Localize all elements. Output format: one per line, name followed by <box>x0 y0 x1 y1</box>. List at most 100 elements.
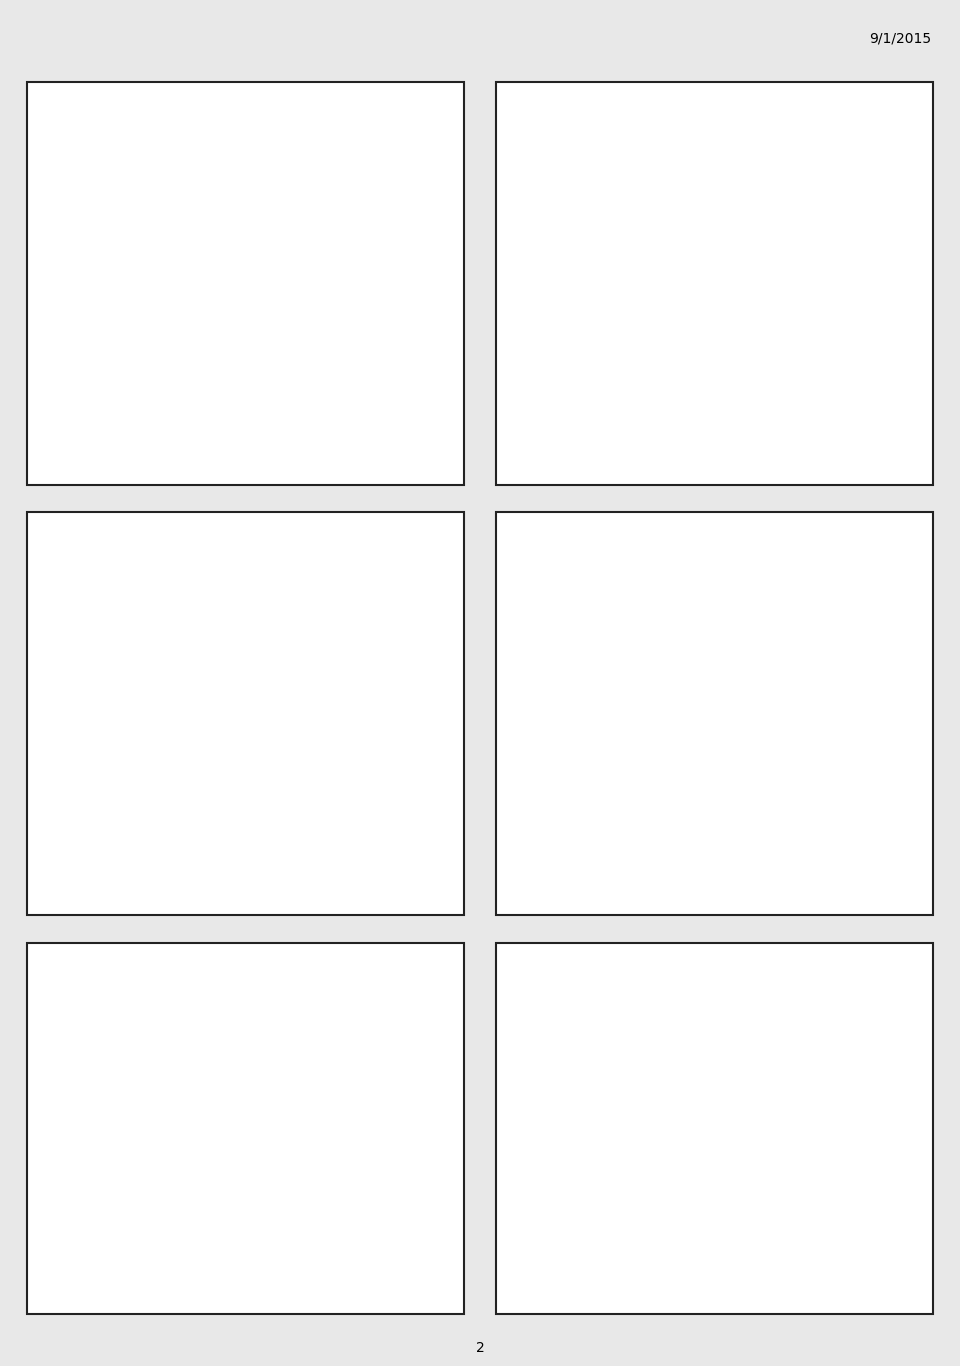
FancyBboxPatch shape <box>757 1075 900 1130</box>
Text: Projektet kommer att drivas enligt projektmodellen LIPS: Projektet kommer att drivas enligt proje… <box>89 525 401 534</box>
Text: BP1: BP1 <box>703 1035 723 1046</box>
FancyBboxPatch shape <box>508 1019 589 1063</box>
FancyBboxPatch shape <box>507 967 923 1011</box>
Text: Stor nytta av Datortekniken!: Stor nytta av Datortekniken! <box>593 419 836 437</box>
FancyBboxPatch shape <box>37 534 147 598</box>
FancyBboxPatch shape <box>344 534 453 598</box>
Text: Support:: Support: <box>510 1106 564 1116</box>
Text: • Beställare: • Beställare <box>510 1184 571 1194</box>
Polygon shape <box>432 635 443 647</box>
Text: 2h: 2h <box>854 665 871 679</box>
Polygon shape <box>588 736 598 747</box>
Text: De första 5 veckorna i projektet: De första 5 veckorna i projektet <box>591 958 838 971</box>
FancyBboxPatch shape <box>617 1019 699 1063</box>
FancyBboxPatch shape <box>402 671 420 693</box>
FancyBboxPatch shape <box>532 712 548 731</box>
Text: • Föreläsningar: • Föreläsningar <box>510 1128 589 1138</box>
FancyBboxPatch shape <box>727 1019 807 1063</box>
Text: till v38: till v38 <box>714 1081 751 1090</box>
Text: • Bärbar PC: • Bärbar PC <box>510 1268 571 1277</box>
FancyBboxPatch shape <box>757 1138 865 1186</box>
Text: • Gruppen utser en av medlemmarna till projektledare: • Gruppen utser en av medlemmarna till p… <box>44 1049 387 1061</box>
Text: Uppdrag: Uppdrag <box>27 637 63 645</box>
Text: Integration: Integration <box>298 792 336 798</box>
Text: • Beaglebord (kraftfull kortdator, ARM): • Beaglebord (kraftfull kortdator, ARM) <box>527 219 806 234</box>
Text: Slutrapport: Slutrapport <box>420 643 460 649</box>
Text: BP0: BP0 <box>593 1035 613 1046</box>
Text: Milstolpe: Milstolpe <box>540 862 584 872</box>
Text: designansvarig mw och leveransansvarig): designansvarig mw och leveransansvarig) <box>44 1143 329 1156</box>
Polygon shape <box>214 635 225 647</box>
Text: förberedelse: förberedelse <box>734 1035 800 1046</box>
Text: förstudie: förstudie <box>635 1035 682 1046</box>
Text: Beslutspunkt: Beslutspunkt <box>66 843 126 851</box>
FancyBboxPatch shape <box>132 731 149 753</box>
Text: Hur?
Planer: Hur? Planer <box>558 742 585 761</box>
Text: 2: 2 <box>475 1341 485 1355</box>
Text: Design: Design <box>114 740 138 746</box>
Polygon shape <box>327 635 338 647</box>
Text: Leverans: Leverans <box>376 716 408 721</box>
FancyBboxPatch shape <box>298 768 315 790</box>
Text: Processorer i projekten: Processorer i projekten <box>608 119 822 137</box>
FancyBboxPatch shape <box>368 699 385 721</box>
Text: Systemtest: Systemtest <box>342 757 380 762</box>
Text: 9/1/2015: 9/1/2015 <box>869 31 931 45</box>
FancyBboxPatch shape <box>333 735 350 757</box>
Text: Före: Före <box>70 557 115 575</box>
Text: Utvärdering: Utvärdering <box>407 679 448 686</box>
Text: • Projektval: • Projektval <box>697 665 770 679</box>
Polygon shape <box>38 869 50 881</box>
FancyBboxPatch shape <box>438 642 455 664</box>
Polygon shape <box>397 635 408 647</box>
FancyBboxPatch shape <box>36 94 455 473</box>
FancyBboxPatch shape <box>210 799 228 821</box>
Text: • Projektgruppen skapas av er: • Projektgruppen skapas av er <box>44 1016 234 1030</box>
Text: • gruppen får ett projektdirektiv av beställaren: • gruppen får ett projektdirektiv av bes… <box>44 1206 339 1220</box>
Text: • Konstruktion: • Konstruktion <box>697 798 787 811</box>
Text: • Tekniska experter: • Tekniska experter <box>510 1240 612 1250</box>
Text: Projektet planeras…: Projektet planeras… <box>518 581 637 594</box>
Text: Beslutspunkt: Beslutspunkt <box>540 833 604 844</box>
Text: Test
provning: Test provning <box>212 854 243 867</box>
Text: • Processorer: • Processorer <box>697 754 781 768</box>
Text: Vad?
Krav: Vad? Krav <box>36 660 52 673</box>
Text: 2h: 2h <box>854 754 871 768</box>
FancyBboxPatch shape <box>818 1019 843 1063</box>
Text: • LIPS: • LIPS <box>697 710 734 723</box>
Polygon shape <box>271 635 281 647</box>
Polygon shape <box>543 709 554 719</box>
FancyBboxPatch shape <box>61 671 80 693</box>
Polygon shape <box>65 635 76 647</box>
FancyBboxPatch shape <box>164 534 326 598</box>
FancyBboxPatch shape <box>563 740 579 759</box>
Text: Vad?
Krav: Vad? Krav <box>527 713 547 734</box>
Text: (dokumentansvarig, testansvarig, designansvarig hw,: (dokumentansvarig, testansvarig, designa… <box>44 1112 394 1124</box>
FancyBboxPatch shape <box>506 684 521 703</box>
Text: Före: Före <box>550 631 599 650</box>
FancyBboxPatch shape <box>512 602 638 679</box>
FancyBboxPatch shape <box>591 1019 615 1063</box>
FancyBboxPatch shape <box>27 642 44 664</box>
Text: Efter: Efter <box>373 557 423 575</box>
FancyBboxPatch shape <box>757 1190 874 1238</box>
Text: • projektgruppen väljer en uppgift: • projektgruppen väljer en uppgift <box>44 1175 259 1188</box>
Text: överenskommmen
kravspecifikation: överenskommmen kravspecifikation <box>786 1093 871 1112</box>
Text: Kod
Kretsschema
etc.: Kod Kretsschema etc. <box>149 775 194 794</box>
Text: projektplan
och tidplan: projektplan och tidplan <box>787 1203 843 1224</box>
FancyBboxPatch shape <box>215 138 241 187</box>
Text: Undervisning under HT1: Undervisning under HT1 <box>591 533 838 550</box>
Polygon shape <box>109 635 119 647</box>
Polygon shape <box>240 635 251 647</box>
Text: • Atmel (enchipsdator): • Atmel (enchipsdator) <box>527 179 688 193</box>
FancyBboxPatch shape <box>36 94 92 473</box>
Polygon shape <box>301 635 312 647</box>
Text: 4h: 4h <box>854 710 871 723</box>
Text: Föreläsningar: Föreläsningar <box>697 581 794 594</box>
FancyBboxPatch shape <box>176 768 193 790</box>
FancyBboxPatch shape <box>92 183 376 363</box>
FancyBboxPatch shape <box>700 1019 725 1063</box>
Polygon shape <box>362 635 372 647</box>
Polygon shape <box>508 862 519 872</box>
Text: systemskiss: systemskiss <box>781 1157 840 1167</box>
